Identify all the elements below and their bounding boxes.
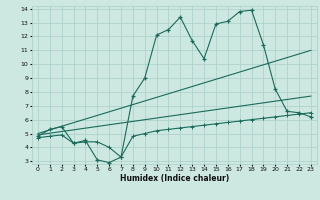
- X-axis label: Humidex (Indice chaleur): Humidex (Indice chaleur): [120, 174, 229, 183]
